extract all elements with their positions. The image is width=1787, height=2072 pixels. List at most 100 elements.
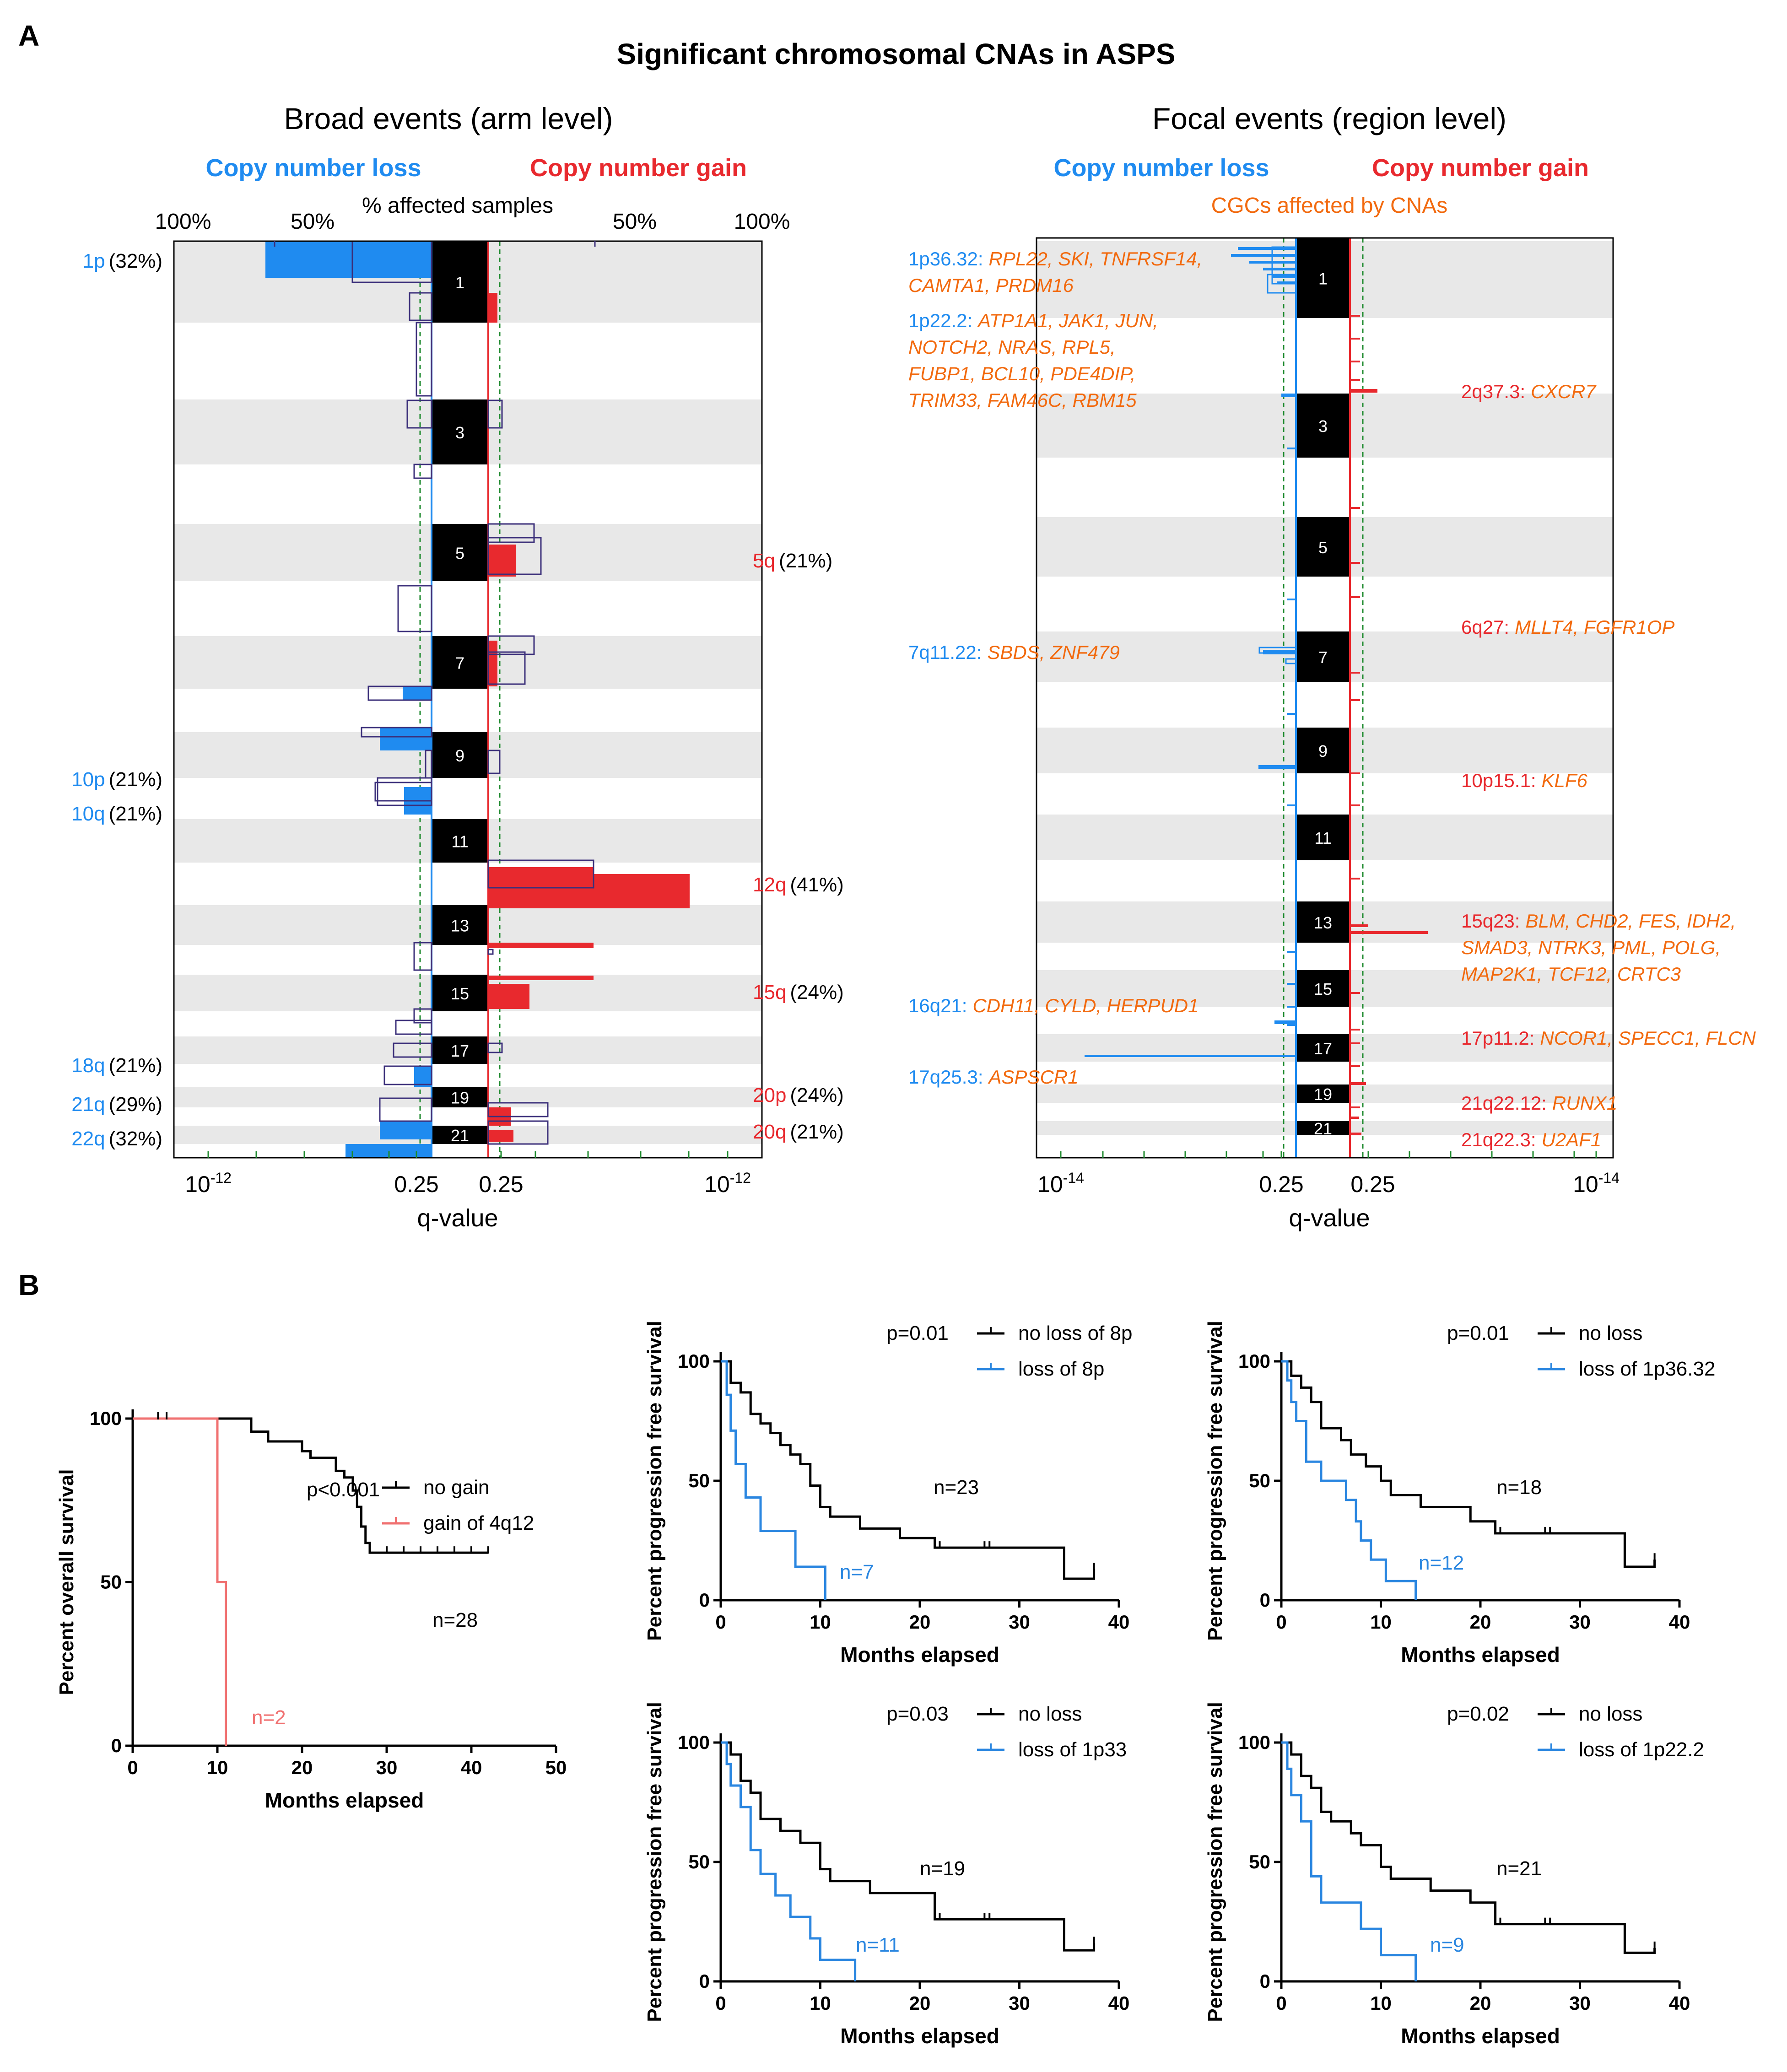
broad-chrom-block-1 — [432, 399, 488, 464]
broad-gain-arm-0: 5q — [753, 550, 775, 572]
broad-loss-arm-0: 1p — [83, 250, 105, 272]
broad-chrom-label-9: 19 — [451, 1089, 469, 1107]
focal-loss-region-0: 1p36.32: — [908, 248, 983, 270]
broad-chrom-block-2 — [432, 524, 488, 581]
broad-loss-pct-0: (32%) — [109, 250, 162, 272]
broad-q-outline-7 — [487, 537, 542, 575]
km-xtick-label-1-4: 40 — [1108, 1611, 1130, 1633]
focal-gain-label: Copy number gain — [1372, 154, 1589, 182]
broad-chrom-block-10 — [432, 1126, 488, 1144]
broad-chrom-label-4: 9 — [455, 746, 464, 765]
focal-loss-spike-9 — [1274, 1020, 1296, 1024]
focal-chrom-block-5 — [1296, 815, 1350, 860]
km-n-label-4-0: n=21 — [1496, 1857, 1542, 1880]
broad-loss-annotation-0: 1p (32%) — [83, 250, 162, 272]
focal-loss-genes-1-0: ATP1A1, JAK1, JUN, — [977, 310, 1158, 331]
broad-chrom-block-7 — [432, 975, 488, 1011]
broad-gain-pct-2: (24%) — [790, 981, 843, 1004]
broad-loss-pct-4: (29%) — [109, 1093, 162, 1116]
km-ytick-label-1-0: 0 — [699, 1589, 710, 1611]
km-curve-0-1 — [133, 1417, 227, 1746]
broad-q-outline-11 — [367, 685, 432, 701]
focal-loss-spike-1 — [1231, 254, 1296, 257]
focal-gain-genes-3-0: BLM, CHD2, FES, IDH2, — [1525, 910, 1736, 932]
broad-chrom-label-6: 13 — [451, 917, 469, 935]
km-xtick-label-3-3: 30 — [1009, 1992, 1030, 2014]
focal-chrom-block-3 — [1296, 631, 1350, 682]
focal-bottom-tick-right: 10-14 — [1573, 1170, 1620, 1197]
focal-loss-spike-6 — [1281, 394, 1296, 397]
km-legend-label-1-0: no loss of 8p — [1018, 1322, 1133, 1344]
broad-q-outline-2 — [416, 322, 432, 397]
broad-loss-bar-3 — [380, 728, 432, 750]
focal-gain-spike-1 — [1350, 931, 1428, 934]
broad-q-outline-1 — [409, 292, 432, 321]
km-xtick-label-0-5: 50 — [545, 1757, 567, 1778]
focal-chrom-block-10 — [1296, 1121, 1350, 1135]
km-xtick-label-3-4: 40 — [1108, 1992, 1130, 2014]
km-n-label-2-1: n=12 — [1419, 1552, 1464, 1574]
broad-bottom-tick-025-right: 0.25 — [479, 1171, 523, 1197]
broad-q-outline-19 — [487, 949, 494, 955]
broad-q-outline-17 — [487, 859, 594, 889]
focal-loss-spike-10 — [1085, 1055, 1296, 1057]
km-xtick-label-2-0: 0 — [1276, 1611, 1286, 1633]
km-xlabel-2: Months elapsed — [1401, 1643, 1560, 1667]
broad-chrom-label-1: 3 — [455, 423, 464, 442]
focal-gain-genes-4-0: NCOR1, SPECC1, FLCN — [1540, 1027, 1756, 1049]
focal-loss-genes-0-0: RPL22, SKI, TNFRSF14, — [989, 248, 1203, 270]
km-curve-3-1 — [721, 1741, 857, 1981]
km-ytick-label-3-2: 100 — [678, 1732, 710, 1753]
broad-loss-arm-2: 10q — [71, 803, 105, 825]
broad-q-outline-3 — [406, 399, 432, 429]
broad-loss-bar-2 — [403, 686, 432, 700]
broad-gain-arm-2: 15q — [753, 981, 786, 1004]
km-ytick-label-2-0: 0 — [1260, 1589, 1270, 1611]
broad-q-outline-8 — [397, 585, 432, 632]
focal-gain-spike-3 — [1350, 1082, 1366, 1085]
km-ytick-label-4-0: 0 — [1260, 1970, 1270, 1992]
focal-gain-genes-6-0: U2AF1 — [1542, 1129, 1602, 1150]
broad-gain-pct-1: (41%) — [790, 874, 843, 896]
broad-frame — [173, 240, 763, 1159]
km-ylabel-0: Percent overall survival — [55, 1469, 78, 1695]
broad-gain-annotation-0: 5q (21%) — [753, 550, 832, 572]
km-ytick-label-2-1: 50 — [1249, 1470, 1270, 1491]
km-n-label-0-1: n=2 — [252, 1706, 286, 1729]
km-legend-label-4-1: loss of 1p22.2 — [1579, 1738, 1704, 1761]
km-pvalue-3: p=0.03 — [886, 1703, 949, 1725]
focal-loss-spike-3 — [1263, 268, 1296, 270]
km-xtick-label-4-4: 40 — [1669, 1992, 1690, 2014]
focal-gain-spike-2 — [1350, 924, 1368, 927]
km-ytick-label-1-2: 100 — [678, 1350, 710, 1372]
focal-chrom-label-7: 15 — [1314, 980, 1332, 998]
broad-gain-label: Copy number gain — [530, 154, 747, 182]
broad-q-outline-23 — [487, 1042, 503, 1053]
focal-gain-region-2: 10p15.1: — [1461, 770, 1536, 791]
broad-loss-pct-1: (21%) — [109, 768, 162, 791]
focal-loss-spike-7 — [1263, 650, 1296, 654]
focal-chrom-label-1: 3 — [1318, 417, 1328, 436]
broad-loss-arm-5: 22q — [71, 1128, 105, 1150]
broad-loss-label: Copy number loss — [205, 154, 421, 182]
focal-gain-spike-5 — [1350, 1117, 1359, 1119]
km-curve-4-0 — [1281, 1741, 1656, 1954]
broad-loss-arm-3: 18q — [71, 1054, 105, 1077]
focal-chrom-block-4 — [1296, 728, 1350, 773]
km-xtick-label-4-2: 20 — [1470, 1992, 1491, 2014]
km-legend-label-3-0: no loss — [1018, 1703, 1082, 1725]
focal-gain-annotation-0: 2q37.3: CXCR7 — [1461, 381, 1597, 402]
focal-gain-region-3: 15q23: — [1461, 910, 1520, 932]
broad-gain-annotation-3: 20p (24%) — [753, 1084, 844, 1106]
km-ylabel-2: Percent progression free survival — [1204, 1321, 1226, 1640]
broad-top-tick-50-left: 50% — [291, 210, 335, 234]
broad-gain-bar-3 — [488, 874, 690, 908]
broad-gain-bar-2 — [488, 641, 497, 686]
broad-q-outline-9 — [487, 635, 535, 655]
focal-gain-annotation-6: 21q22.3: U2AF1 — [1461, 1129, 1601, 1150]
focal-gain-genes-1-0: MLLT4, FGFR1OP — [1515, 616, 1674, 638]
focal-loss-label: Copy number loss — [1053, 154, 1269, 182]
km-ytick-label-4-2: 100 — [1238, 1732, 1270, 1753]
broad-q-outline-20 — [413, 1008, 432, 1024]
km-n-label-1-1: n=7 — [840, 1561, 874, 1583]
